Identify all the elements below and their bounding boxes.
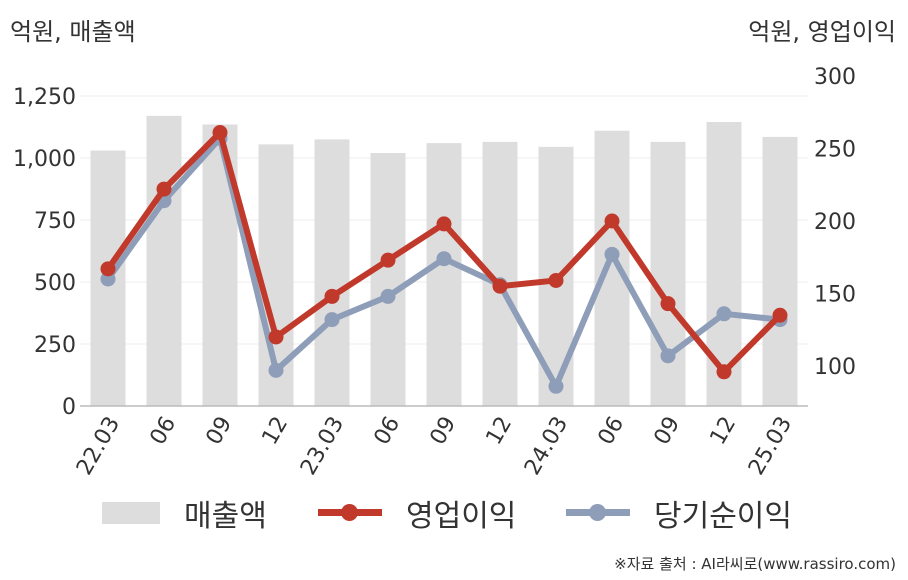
- net-income-point: [660, 348, 676, 364]
- source-credit: ※자료 출처 : AI라씨로(www.rassiro.com): [614, 555, 896, 573]
- operating-profit-point: [660, 296, 676, 312]
- x-tick-label: 12: [706, 413, 742, 450]
- operating-profit-point: [492, 278, 508, 294]
- right-tick-label: 250: [814, 138, 856, 163]
- revenue-bar: [650, 141, 686, 406]
- revenue-bar: [146, 115, 182, 406]
- right-tick-label: 150: [814, 283, 856, 308]
- revenue-bar: [594, 130, 630, 406]
- operating-profit-point: [716, 364, 732, 380]
- revenue-bar: [370, 153, 406, 406]
- operating-profit-point: [212, 125, 228, 141]
- profit-lines: [100, 125, 788, 394]
- legend-swatch-revenue: [102, 502, 160, 524]
- legend-swatch-operating-profit: [318, 502, 382, 524]
- legend-swatch-net-income: [566, 502, 630, 524]
- legend-label-revenue: 매출액: [184, 499, 267, 534]
- x-tick-label: 12: [482, 413, 518, 450]
- x-tick-label: 09: [426, 413, 462, 450]
- operating-profit-point: [380, 252, 396, 268]
- x-axis-ticks: 22.03 06 09 12 23.03 06 09 12 24.03 06 09 12 25.03: [72, 413, 797, 480]
- right-axis-ticks: 100 150 200 250 300: [814, 65, 856, 380]
- x-tick-label: 22.03: [72, 413, 125, 480]
- x-tick-label: 06: [370, 413, 406, 450]
- operating-profit-point: [548, 272, 564, 288]
- operating-profit-point: [604, 213, 620, 229]
- x-tick-label: 09: [650, 413, 686, 450]
- operating-profit-point: [268, 329, 284, 345]
- combo-chart: 0 250 500 750 1,000 1,250 100 150 200 250 300 22.…: [13, 65, 856, 480]
- net-income-point: [436, 251, 452, 267]
- left-tick-label: 500: [34, 271, 76, 296]
- operating-profit-point: [772, 307, 788, 323]
- net-income-point: [380, 288, 396, 304]
- right-axis-unit-label: 억원, 영업이익: [748, 18, 896, 46]
- x-tick-label: 12: [258, 413, 294, 450]
- right-tick-label: 100: [814, 355, 856, 380]
- legend-item-net-income: 당기순이익: [566, 488, 792, 538]
- net-income-point: [604, 246, 620, 262]
- revenue-bar: [426, 143, 462, 406]
- x-tick-label: 09: [202, 413, 238, 450]
- left-tick-label: 750: [34, 209, 76, 234]
- left-tick-label: 0: [62, 395, 76, 420]
- net-income-point: [268, 362, 284, 378]
- legend-item-revenue: 매출액: [102, 488, 267, 538]
- operating-profit-point: [156, 181, 172, 197]
- operating-profit-point: [100, 261, 116, 277]
- left-tick-label: 1,000: [13, 147, 76, 172]
- x-tick-label: 06: [146, 413, 182, 450]
- legend-item-operating-profit: 영업이익: [318, 488, 516, 538]
- legend: 매출액 영업이익 당기순이익: [0, 488, 908, 538]
- net-income-point: [716, 306, 732, 322]
- right-tick-label: 300: [814, 65, 856, 90]
- net-income-point: [548, 378, 564, 394]
- operating-profit-point: [324, 288, 340, 304]
- left-tick-label: 1,250: [13, 85, 76, 110]
- x-tick-label: 25.03: [744, 413, 797, 480]
- x-tick-label: 06: [594, 413, 630, 450]
- left-axis-unit-label: 억원, 매출액: [10, 18, 136, 46]
- x-tick-label: 23.03: [296, 413, 349, 480]
- net-income-point: [324, 312, 340, 328]
- left-tick-label: 250: [34, 333, 76, 358]
- legend-label-operating-profit: 영업이익: [406, 499, 517, 534]
- operating-profit-point: [436, 216, 452, 232]
- legend-label-net-income: 당기순이익: [654, 499, 792, 534]
- left-axis-ticks: 0 250 500 750 1,000 1,250: [13, 85, 76, 420]
- revenue-bar: [314, 139, 350, 406]
- x-tick-label: 24.03: [520, 413, 573, 480]
- revenue-bar: [762, 136, 798, 407]
- right-tick-label: 200: [814, 210, 856, 235]
